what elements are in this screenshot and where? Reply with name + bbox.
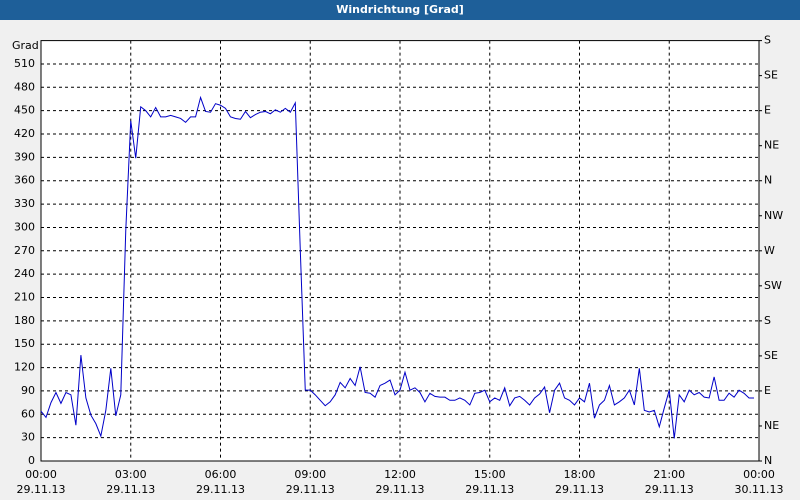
y2-tick-label: SW: [764, 279, 782, 292]
x-tick-label: 00:00: [25, 468, 57, 481]
y-tick-label: 390: [14, 150, 35, 163]
chart-title: Windrichtung [Grad]: [336, 3, 464, 16]
y-tick-label: 300: [14, 220, 35, 233]
y2-tick-label: E: [764, 104, 771, 117]
x-tick-label: 03:00: [115, 468, 147, 481]
x-tick-date: 29.11.13: [286, 483, 335, 496]
x-tick-date: 29.11.13: [196, 483, 245, 496]
title-bar: [0, 0, 800, 20]
y-tick-label: 420: [14, 127, 35, 140]
x-tick-date: 29.11.13: [555, 483, 604, 496]
x-tick-date: 29.11.13: [645, 483, 694, 496]
y-tick-label: 510: [14, 57, 35, 70]
y2-tick-label: NW: [764, 209, 783, 222]
y2-tick-label: S: [764, 314, 771, 327]
y-tick-label: 150: [14, 337, 35, 350]
y-tick-label: 30: [21, 431, 35, 444]
plot-border: [40, 40, 760, 462]
x-tick-date: 29.11.13: [465, 483, 514, 496]
x-tick-label: 21:00: [653, 468, 685, 481]
data-line: [40, 95, 755, 439]
x-tick-label: 15:00: [474, 468, 506, 481]
y-tick-label: 90: [21, 384, 35, 397]
y2-tick-label: E: [764, 384, 771, 397]
y2-tick-label: N: [764, 174, 772, 187]
y2-tick-label: N: [764, 454, 772, 467]
y-tick-label: 330: [14, 197, 35, 210]
y-tick-label: 0: [28, 454, 35, 467]
x-tick-date: 29.11.13: [376, 483, 425, 496]
y-tick-label: 480: [14, 80, 35, 93]
x-tick-label: 12:00: [384, 468, 416, 481]
y2-tick-label: NE: [764, 419, 779, 432]
x-tick-label: 09:00: [294, 468, 326, 481]
y-axis-label: Grad: [12, 39, 39, 52]
y-tick-label: 210: [14, 291, 35, 304]
y-tick-label: 270: [14, 244, 35, 257]
y-tick-label: 450: [14, 104, 35, 117]
y2-tick-label: S: [764, 34, 771, 47]
y2-tick-label: SE: [764, 69, 778, 82]
x-tick-date: 29.11.13: [17, 483, 66, 496]
y-tick-label: 60: [21, 407, 35, 420]
x-tick-label: 00:00: [743, 468, 775, 481]
y-tick-label: 360: [14, 174, 35, 187]
y-tick-label: 120: [14, 361, 35, 374]
y2-tick-label: SE: [764, 349, 778, 362]
y-tick-label: 180: [14, 314, 35, 327]
x-tick-date: 30.11.13: [735, 483, 784, 496]
x-tick-date: 29.11.13: [106, 483, 155, 496]
x-tick-label: 06:00: [205, 468, 237, 481]
y-tick-label: 240: [14, 267, 35, 280]
x-tick-label: 18:00: [564, 468, 596, 481]
y2-tick-label: NE: [764, 139, 779, 152]
y2-tick-label: W: [764, 244, 775, 257]
